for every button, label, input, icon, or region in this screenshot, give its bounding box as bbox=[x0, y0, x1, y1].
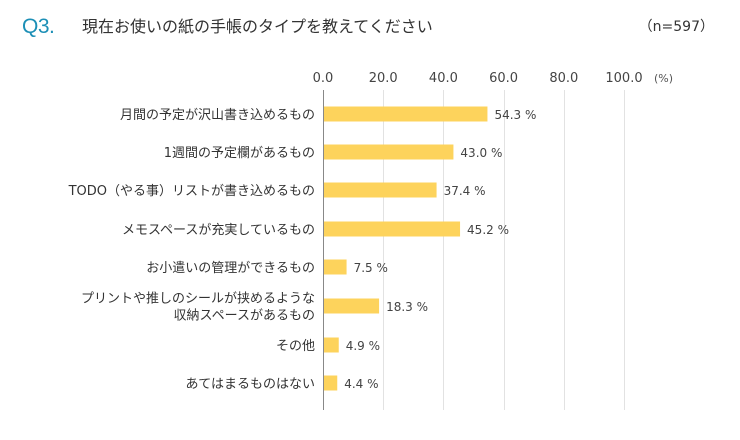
x-unit-label: (%) bbox=[654, 72, 673, 85]
category-label: あてはまるものはない bbox=[186, 377, 315, 392]
bar bbox=[324, 337, 339, 353]
x-tick-label: 0.0 bbox=[313, 71, 334, 86]
data-label: 37.4 % bbox=[444, 184, 486, 198]
category-label: 1週間の予定欄があるもの bbox=[164, 145, 315, 161]
data-label: 4.9 % bbox=[346, 339, 380, 353]
x-tick-label: 60.0 bbox=[489, 71, 518, 86]
bar bbox=[324, 144, 454, 160]
category-label: メモスペースが充実しているもの bbox=[122, 222, 315, 238]
chart-title: 現在お使いの紙の手帳のタイプを教えてください bbox=[82, 17, 433, 36]
data-label: 54.3 % bbox=[494, 108, 536, 122]
chart-header: Q3. 現在お使いの紙の手帳のタイプを教えてください （n=597） bbox=[22, 12, 722, 42]
data-label: 4.4 % bbox=[344, 377, 378, 391]
data-label: 45.2 % bbox=[467, 223, 509, 237]
category-label: 収納スペースがあるもの bbox=[174, 309, 315, 324]
data-label: 18.3 % bbox=[386, 300, 428, 314]
bar bbox=[324, 106, 488, 122]
sample-size: （n=597） bbox=[638, 19, 714, 35]
x-tick-label: 40.0 bbox=[429, 71, 458, 86]
question-number: Q3. bbox=[22, 15, 55, 38]
bar bbox=[324, 182, 437, 198]
category-label: TODO（やる事）リストが書き込めるもの bbox=[68, 184, 315, 199]
bar bbox=[324, 221, 461, 237]
x-tick-label: 100.0 bbox=[605, 71, 642, 86]
x-tick-label: 80.0 bbox=[549, 71, 578, 86]
data-label: 43.0 % bbox=[460, 146, 502, 160]
category-label: お小遣いの管理ができるもの bbox=[146, 261, 315, 276]
x-tick-label: 20.0 bbox=[369, 71, 398, 86]
category-label: 月間の予定が沢山書き込めるもの bbox=[120, 108, 315, 123]
category-label: プリントや推しのシールが挟めるような bbox=[81, 292, 315, 307]
bar bbox=[324, 259, 347, 275]
bar bbox=[324, 375, 338, 391]
data-label: 7.5 % bbox=[354, 261, 388, 275]
category-label: その他 bbox=[276, 339, 315, 354]
bar bbox=[324, 298, 380, 314]
